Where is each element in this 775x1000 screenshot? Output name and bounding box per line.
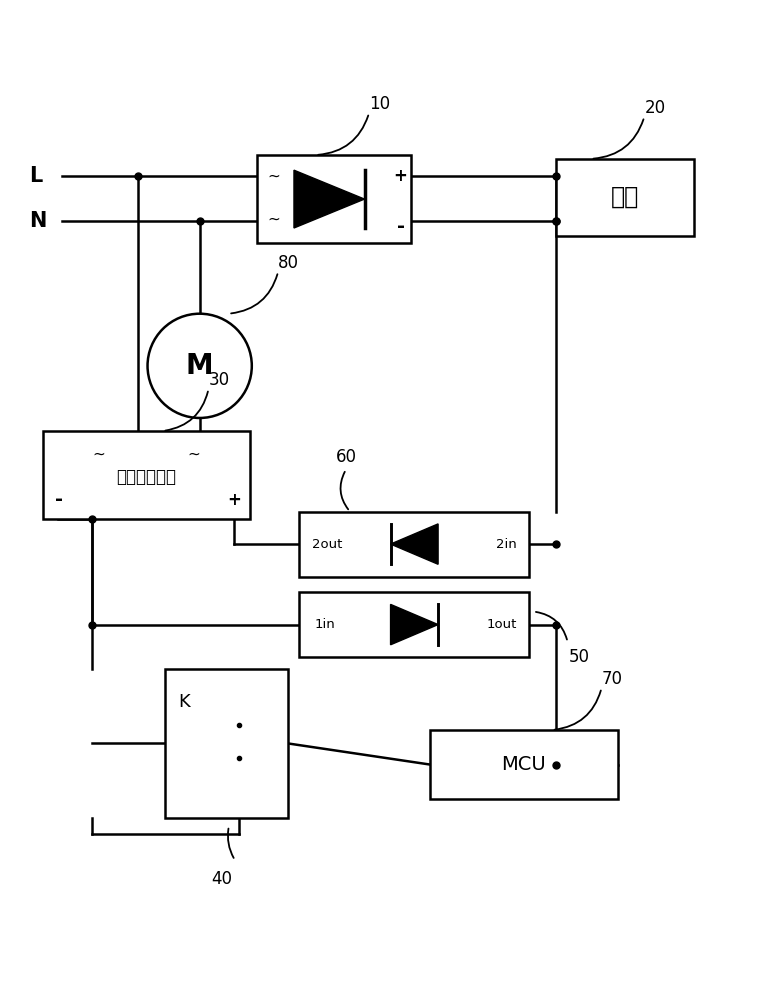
Bar <box>257 155 411 243</box>
Text: ~: ~ <box>92 446 105 461</box>
Text: L: L <box>29 166 42 186</box>
Text: +: + <box>394 167 408 185</box>
Text: ~: ~ <box>188 446 200 461</box>
Text: 负载: 负载 <box>611 185 639 209</box>
Text: 40: 40 <box>211 870 232 888</box>
Text: ~: ~ <box>267 211 281 226</box>
Bar <box>43 431 250 519</box>
Text: 70: 70 <box>601 670 622 688</box>
Bar <box>299 512 529 577</box>
Text: M: M <box>186 352 213 380</box>
Text: MCU: MCU <box>501 755 546 774</box>
Text: 80: 80 <box>278 254 299 272</box>
Polygon shape <box>294 170 364 228</box>
Text: 2out: 2out <box>312 538 342 551</box>
Text: +: + <box>227 491 241 509</box>
Text: 10: 10 <box>369 95 391 113</box>
Text: ~: ~ <box>267 169 281 184</box>
Text: 20: 20 <box>644 99 666 117</box>
Text: -: - <box>397 217 405 236</box>
Polygon shape <box>391 524 438 564</box>
Text: 1in: 1in <box>314 618 335 631</box>
Polygon shape <box>391 604 438 645</box>
Text: 60: 60 <box>336 448 356 466</box>
Text: 1out: 1out <box>487 618 517 631</box>
Text: 30: 30 <box>208 371 229 389</box>
Text: K: K <box>178 693 190 711</box>
Text: 第二整流模块: 第二整流模块 <box>116 468 176 486</box>
Text: 50: 50 <box>569 648 591 666</box>
Text: 2in: 2in <box>496 538 517 551</box>
Bar <box>556 159 694 236</box>
Circle shape <box>147 314 252 418</box>
Text: -: - <box>55 490 64 509</box>
Bar <box>165 669 288 818</box>
Bar <box>299 592 529 657</box>
Bar <box>429 730 618 799</box>
Text: N: N <box>29 211 46 231</box>
